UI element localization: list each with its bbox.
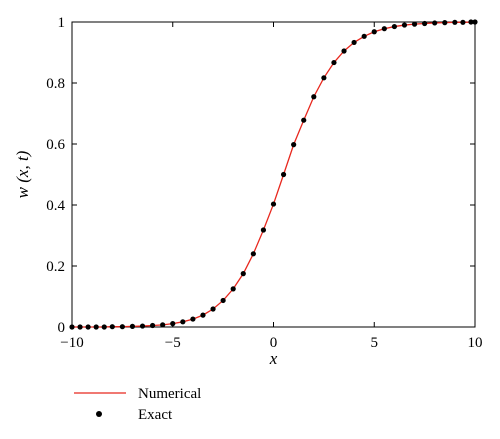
exact-series-point xyxy=(460,19,466,25)
exact-series-point xyxy=(270,201,277,207)
exact-series-point xyxy=(280,171,287,178)
plot-frame xyxy=(71,21,476,328)
x-tick-label: −5 xyxy=(165,335,181,351)
legend-numerical-label: Numerical xyxy=(138,386,201,402)
legend-exact-label: Exact xyxy=(138,407,173,423)
exact-series-point xyxy=(361,33,367,39)
exact-series-point xyxy=(190,316,196,322)
exact-series-point xyxy=(250,251,256,257)
x-axis-label: x xyxy=(269,349,278,368)
legend-exact-marker xyxy=(96,411,102,417)
exact-series-point xyxy=(331,59,337,66)
y-tick-label: 0.6 xyxy=(46,137,65,153)
exact-series-point xyxy=(411,21,418,27)
x-tick-label: 10 xyxy=(468,335,483,351)
y-tick-label: 1 xyxy=(58,15,66,31)
x-tick-label: −10 xyxy=(60,335,83,351)
exact-series-point xyxy=(321,75,327,81)
exact-series-point xyxy=(220,297,226,304)
exact-series-point xyxy=(210,306,216,312)
exact-series-point xyxy=(311,94,317,100)
numerical-series-line xyxy=(72,21,476,328)
y-axis-ticks: 0 0.2 0.4 0.6 0.8 1 xyxy=(46,15,475,336)
y-tick-label: 0 xyxy=(58,320,66,336)
y-tick-label: 0.2 xyxy=(46,259,65,275)
x-tick-label: 0 xyxy=(270,335,278,351)
exact-series-point xyxy=(452,19,458,25)
x-tick-label: 5 xyxy=(371,335,379,351)
exact-series-point xyxy=(77,324,83,330)
exact-series-point xyxy=(139,323,146,329)
exact-series-point xyxy=(351,39,357,46)
exact-series-point xyxy=(109,324,115,330)
exact-series-point xyxy=(381,26,387,32)
exact-series-point xyxy=(200,312,206,318)
exact-series-point xyxy=(129,323,136,329)
plot-area xyxy=(69,19,478,330)
exact-series-point xyxy=(85,324,91,330)
exact-series-point xyxy=(432,20,438,26)
legend: Numerical Exact xyxy=(74,386,201,423)
exact-series-point xyxy=(230,286,236,292)
exact-series-point xyxy=(472,19,478,25)
exact-series-point xyxy=(341,48,347,54)
exact-series-point xyxy=(93,324,99,330)
y-tick-label: 0.4 xyxy=(46,198,65,214)
y-axis-label: w (x, t) xyxy=(13,150,32,198)
exact-series-point xyxy=(170,321,176,327)
exact-series-point xyxy=(371,29,377,35)
exact-series-point xyxy=(468,19,474,25)
exact-series-point xyxy=(180,319,186,325)
exact-series-point xyxy=(391,23,397,30)
exact-series-point xyxy=(69,324,75,330)
exact-series-point xyxy=(240,271,246,277)
exact-series-point xyxy=(160,322,166,328)
exact-series-point xyxy=(401,22,408,28)
y-tick-label: 0.8 xyxy=(46,76,65,92)
exact-series-point xyxy=(422,20,428,27)
exact-series-point xyxy=(119,324,125,330)
exact-series-point xyxy=(101,324,107,330)
exact-series-point xyxy=(301,117,307,123)
exact-series-point xyxy=(260,227,267,233)
exact-series-point xyxy=(150,322,156,329)
exact-series-point xyxy=(442,20,448,26)
x-axis-ticks: −10 −5 0 5 10 xyxy=(60,22,483,351)
exact-series-point xyxy=(291,142,297,148)
